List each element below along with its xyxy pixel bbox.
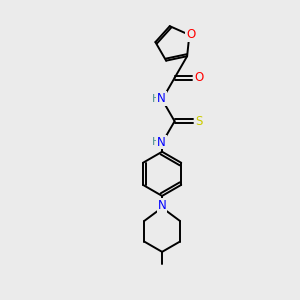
Text: N: N bbox=[157, 136, 166, 148]
Text: H: H bbox=[152, 94, 160, 104]
Text: N: N bbox=[157, 92, 166, 105]
Text: O: O bbox=[186, 28, 196, 41]
Text: N: N bbox=[158, 199, 167, 212]
Text: H: H bbox=[152, 137, 160, 147]
Text: O: O bbox=[194, 71, 203, 84]
Text: S: S bbox=[196, 115, 203, 128]
